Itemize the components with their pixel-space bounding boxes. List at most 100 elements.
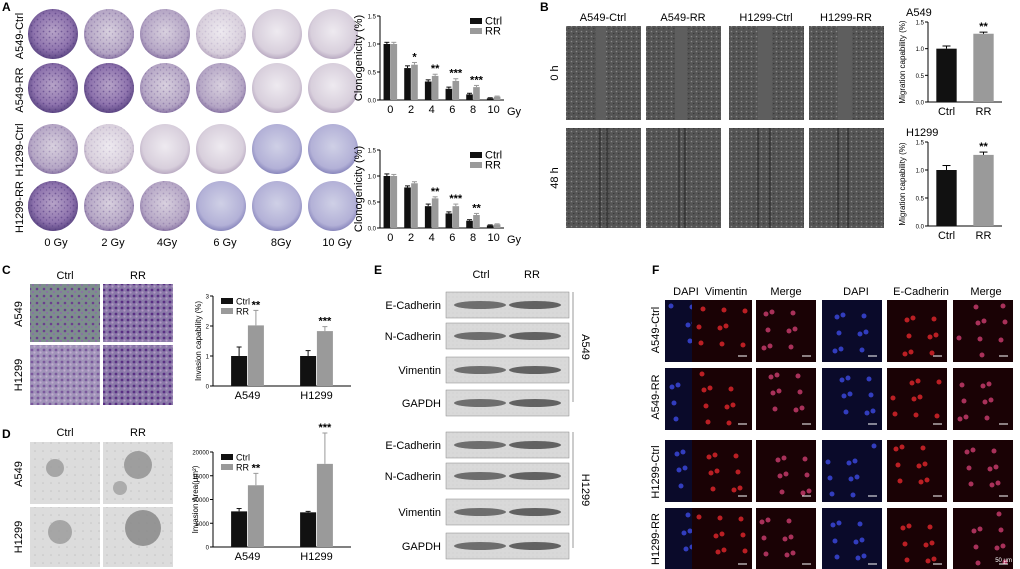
cell-signal xyxy=(717,515,723,521)
cell-signal xyxy=(735,469,741,475)
cell-signal xyxy=(761,535,767,541)
col-label: 8Gy xyxy=(271,237,292,249)
bar xyxy=(231,511,248,547)
cell-signal xyxy=(786,518,792,524)
cell-signal xyxy=(933,332,939,338)
cell-signal xyxy=(698,340,704,346)
legend-swatch xyxy=(221,298,233,304)
cell-signal xyxy=(970,447,976,453)
row-label: A549-RR xyxy=(14,67,26,112)
cell-signal xyxy=(995,480,1001,486)
cell-signal xyxy=(848,476,854,482)
legend-label: Ctrl xyxy=(236,453,250,463)
cell-signal xyxy=(852,458,858,464)
cell-signal xyxy=(977,336,983,342)
cell-signal xyxy=(904,317,910,323)
bar xyxy=(390,44,398,100)
x-tick-label: 10 xyxy=(488,232,500,244)
cell-signal xyxy=(737,485,743,491)
y-tick-label: 1.0 xyxy=(916,47,925,53)
cell-signal xyxy=(895,462,901,468)
col-label: Merge xyxy=(970,286,1001,298)
cell-signal xyxy=(892,411,898,417)
significance-label: ** xyxy=(431,63,440,75)
cell-signal xyxy=(696,514,702,520)
col-label: 0 Gy xyxy=(44,237,68,249)
panel-letter-b: B xyxy=(540,0,549,14)
cell-signal xyxy=(1002,319,1008,325)
group-label: A549 xyxy=(579,334,591,360)
cell-signal xyxy=(909,380,915,386)
cell-signal xyxy=(726,420,732,426)
significance-label: *** xyxy=(318,422,332,434)
panel-letter-d: D xyxy=(2,427,11,441)
row-label: A549 xyxy=(13,301,25,327)
cell-signal xyxy=(719,531,725,537)
y-tick-label: 0.0 xyxy=(368,99,377,105)
cell-signal xyxy=(959,382,965,388)
bar xyxy=(431,75,439,100)
colony-dish-speckle xyxy=(140,181,190,231)
bar xyxy=(445,88,453,100)
cell-signal xyxy=(857,331,863,337)
bar xyxy=(473,215,480,228)
cell-signal xyxy=(781,455,787,461)
blot-band xyxy=(454,366,506,374)
blot-band xyxy=(509,332,561,340)
cell-signal xyxy=(671,400,677,406)
cell-signal xyxy=(717,325,723,331)
wound-gap xyxy=(596,26,606,120)
colony-dish xyxy=(196,124,246,174)
cell-signal xyxy=(971,528,977,534)
cell-signal xyxy=(784,552,790,558)
spheroid xyxy=(46,459,64,477)
cell-signal xyxy=(924,477,930,483)
blot-band xyxy=(509,399,561,407)
bar xyxy=(390,176,398,228)
cell-signal xyxy=(854,474,860,480)
wound-row-0h xyxy=(566,26,884,120)
legend-swatch xyxy=(470,28,482,34)
blot-band xyxy=(454,472,506,480)
y-tick-label: 0.5 xyxy=(368,201,377,207)
cell-signal xyxy=(917,394,923,400)
blot-band xyxy=(454,332,506,340)
invasion-image xyxy=(103,284,173,342)
cell-signal xyxy=(908,349,914,355)
chart-b-h1299: 0.0 0.5 1.0 1.5 Migration capability (%) H129… xyxy=(898,127,1002,242)
cell-signal xyxy=(742,308,748,314)
x-tick-label: H1299 xyxy=(300,551,332,563)
col-label: A549-Ctrl xyxy=(580,12,626,24)
significance-label: *** xyxy=(449,68,463,80)
blot-label: E-Cadherin xyxy=(385,300,441,312)
cell-signal xyxy=(861,553,867,559)
significance-label: ** xyxy=(252,462,261,474)
cell-signal xyxy=(676,467,682,473)
cell-signal xyxy=(931,556,937,562)
blot-band xyxy=(509,472,561,480)
cell-signal xyxy=(779,489,785,495)
significance-label: ** xyxy=(979,21,988,33)
legend-label: Ctrl xyxy=(236,297,250,307)
dish-row-2 xyxy=(28,63,358,113)
cell-signal xyxy=(861,313,867,319)
blot-band xyxy=(454,441,506,449)
cell-signal xyxy=(675,382,681,388)
bar xyxy=(411,64,418,100)
dish-row-4 xyxy=(28,181,358,231)
fluorescence-image xyxy=(887,300,947,362)
fluorescence-image xyxy=(822,508,882,569)
colony-dish-speckle xyxy=(84,124,134,174)
col-label: H1299-RR xyxy=(820,12,872,24)
col-label: RR xyxy=(130,427,146,439)
bar xyxy=(300,356,317,386)
invasion-image xyxy=(30,284,100,342)
spheroid xyxy=(124,451,152,479)
x-tick-label: 2 xyxy=(408,232,414,244)
cell-signal xyxy=(927,524,933,530)
bar xyxy=(411,183,418,228)
x-tick-label: 0 xyxy=(387,104,393,116)
blot-band xyxy=(454,542,506,550)
cell-signal xyxy=(738,516,744,522)
